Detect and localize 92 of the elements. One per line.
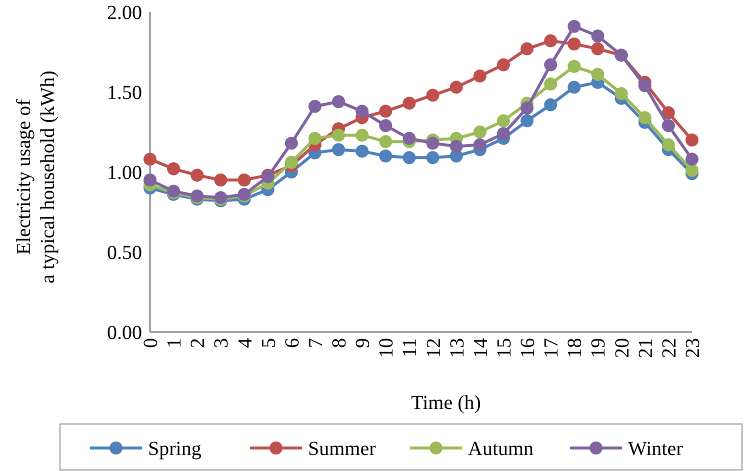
point <box>308 132 322 145</box>
point <box>402 151 416 164</box>
x-tick-label: 1 <box>164 338 186 348</box>
point <box>544 98 558 112</box>
x-tick-label: 17 <box>540 338 563 358</box>
x-tick-label: 12 <box>422 338 445 358</box>
point <box>332 95 346 108</box>
point <box>308 100 322 113</box>
y-tick-label: 2.00 <box>107 2 142 24</box>
y-axis-title: Electricity usage of a typical household (kWh) <box>13 70 59 284</box>
point <box>568 80 581 94</box>
x-tick-label: 18 <box>564 338 586 358</box>
legend-label: Autumn <box>468 438 534 460</box>
y-tick-label: 1.50 <box>107 82 142 104</box>
point <box>379 150 392 162</box>
point <box>638 111 652 124</box>
x-tick-label: 2 <box>187 338 210 348</box>
point <box>450 140 463 153</box>
x-tick-label: 23 <box>682 338 704 358</box>
x-tick-label: 6 <box>281 338 304 348</box>
point <box>144 174 156 186</box>
point <box>568 60 581 73</box>
point <box>662 138 675 152</box>
x-tick-label: 11 <box>399 338 422 358</box>
point <box>238 174 251 186</box>
x-tick-label: 5 <box>258 338 280 348</box>
x-tick-label: 19 <box>588 338 610 358</box>
point <box>426 136 440 150</box>
x-tick-label: 15 <box>493 338 516 358</box>
point <box>144 152 156 166</box>
point <box>402 132 416 145</box>
point <box>473 138 486 152</box>
point <box>379 135 392 148</box>
point <box>686 134 698 146</box>
point <box>662 119 675 132</box>
point <box>591 30 604 42</box>
x-tick-label: 4 <box>234 338 256 348</box>
point <box>496 114 510 128</box>
point <box>591 42 604 56</box>
legend-label: Summer <box>308 438 376 460</box>
legend-label: Spring <box>148 438 202 460</box>
point <box>402 96 416 110</box>
x-tick-label: 3 <box>210 338 233 348</box>
point <box>686 152 698 166</box>
point <box>544 58 558 72</box>
point <box>167 162 180 176</box>
x-tick-label: 14 <box>470 338 492 358</box>
x-tick-label: 0 <box>140 338 162 348</box>
point <box>214 174 228 186</box>
point <box>332 128 346 142</box>
point <box>568 38 581 50</box>
point <box>568 20 581 33</box>
point <box>332 143 346 156</box>
point <box>662 106 675 120</box>
x-axis-title: Time (h) <box>411 392 481 414</box>
x-tick-label: 22 <box>658 338 680 358</box>
point <box>284 136 298 150</box>
point <box>450 80 463 94</box>
point <box>356 104 369 118</box>
point <box>284 156 298 169</box>
y-tick-label: 0.50 <box>107 242 142 264</box>
x-tick-label: 20 <box>611 338 634 358</box>
point <box>190 168 204 182</box>
point <box>356 128 369 142</box>
x-tick-label: 9 <box>352 338 374 348</box>
point <box>426 88 440 102</box>
x-tick-label: 8 <box>328 338 351 348</box>
x-tick-label: 16 <box>517 338 540 358</box>
point <box>520 114 534 128</box>
point <box>520 102 534 114</box>
point <box>686 164 698 177</box>
x-tick-label: 13 <box>446 338 468 358</box>
x-tick-label: 10 <box>376 338 398 358</box>
point <box>496 127 510 140</box>
point <box>496 58 510 72</box>
y-tick-label: 0.00 <box>107 322 142 344</box>
point <box>638 79 652 92</box>
legend-label: Winter <box>628 438 684 460</box>
point <box>473 70 486 82</box>
point <box>356 144 369 158</box>
point <box>614 87 628 100</box>
y-tick-label: 1.00 <box>107 162 142 184</box>
point <box>379 119 392 132</box>
point <box>520 42 534 56</box>
point <box>426 151 440 164</box>
point <box>591 68 604 81</box>
x-tick-label: 7 <box>304 338 327 348</box>
x-tick-label: 21 <box>634 338 657 358</box>
point <box>473 126 486 138</box>
point <box>544 34 558 48</box>
point <box>379 104 392 118</box>
point <box>544 78 558 90</box>
